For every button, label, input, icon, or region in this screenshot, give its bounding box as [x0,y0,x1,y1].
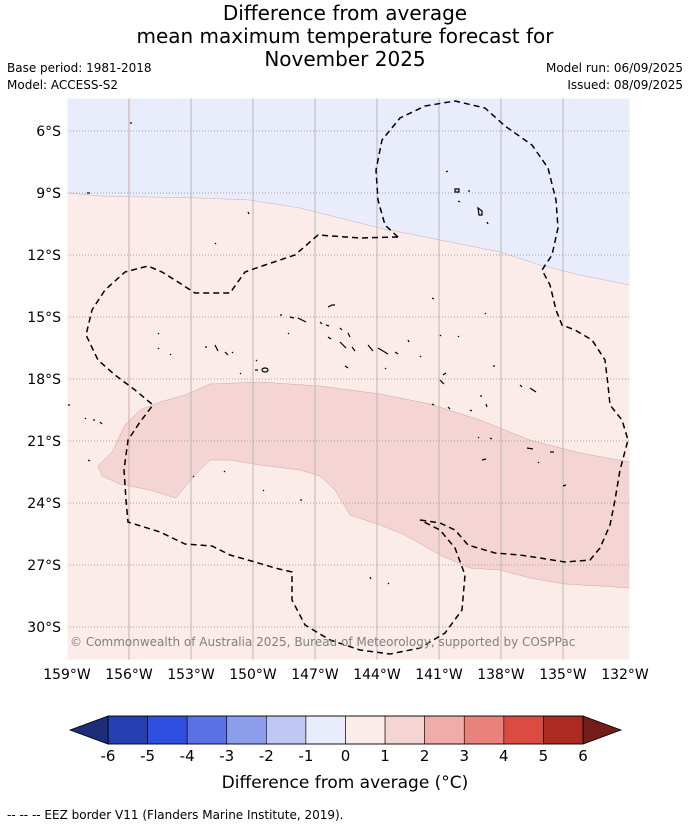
lat-label: 24°S [27,496,61,512]
meta-right: Model run: 06/09/2025 Issued: 08/09/2025 [546,60,683,94]
lat-label: 18°S [27,372,61,388]
lon-label: 141°W [415,667,463,683]
issued-text: Issued: 08/09/2025 [567,78,683,92]
anomaly-zone-1-to-2 [97,381,630,589]
colorbar-tick-label: 6 [578,747,588,765]
anomaly-zone-neg1-to-0 [67,98,630,286]
colorbar-cell [147,715,188,745]
lon-label: 150°W [229,667,277,683]
colorbar-tick-label: -6 [101,747,116,765]
colorbar-tick-label: -3 [219,747,234,765]
colorbar-label: Difference from average (°C) [221,773,469,793]
colorbar-cell [226,715,267,745]
colorbar-cell [266,715,307,745]
title-line-3: November 2025 [264,47,426,71]
latitude-labels: 6°S 9°S 12°S 15°S 18°S 21°S 24°S 27°S 30… [27,124,61,636]
lat-label: 6°S [36,124,61,140]
copyright-text: © Commonwealth of Australia 2025, Bureau… [70,635,575,649]
colorbar-tick-label: -4 [180,747,195,765]
colorbar-tick-label: 0 [341,747,351,765]
colorbar-cell [107,715,148,745]
colorbar-tick-label: -1 [298,747,313,765]
colorbar-tick-label: 4 [499,747,509,765]
model-run-text: Model run: 06/09/2025 [545,61,683,75]
longitude-labels: 159°W 156°W 153°W 150°W 147°W 144°W 141°… [43,667,649,683]
colorbar-cell [384,715,425,745]
colorbar-tick-label: 3 [459,747,469,765]
lat-label: 15°S [27,310,61,326]
lat-label: 9°S [36,186,61,202]
lon-label: 144°W [353,667,401,683]
colorbar-cell [463,715,505,745]
colorbar: -6 -5 -4 -3 -2 -1 0 1 2 3 4 5 6 [68,715,623,765]
lon-label: 156°W [105,667,153,683]
lat-label: 30°S [27,620,61,636]
lon-label: 153°W [167,667,215,683]
title-line-1: Difference from average [222,1,468,25]
colorbar-tick-label: 2 [420,747,430,765]
colorbar-cell [186,715,228,745]
lon-label: 159°W [43,667,91,683]
colorbar-cell [345,715,386,745]
colorbar-cell [424,715,465,745]
colorbar-over-arrow [582,715,623,745]
colorbar-tick-label: -5 [140,747,155,765]
chart-title: Difference from average mean maximum tem… [0,2,690,71]
map-area [67,98,630,660]
lat-label: 12°S [27,248,61,264]
base-period-text: Base period: 1981-2018 [7,61,152,75]
model-text: Model: ACCESS-S2 [7,78,119,92]
lon-label: 132°W [601,667,649,683]
colorbar-cell [305,715,346,745]
colorbar-under-arrow [68,715,109,745]
colorbar-tick-label: 5 [539,747,549,765]
title-line-2: mean maximum temperature forecast for [136,24,554,48]
colorbar-tick-label: -2 [259,747,274,765]
colorbar-cell [543,715,584,745]
lon-label: 147°W [291,667,339,683]
lon-label: 138°W [477,667,525,683]
lat-label: 27°S [27,558,61,574]
colorbar-cell [503,715,544,745]
colorbar-tick-label: 1 [380,747,390,765]
gridlines [67,98,630,660]
eez-footnote: -- -- -- EEZ border V11 (Flanders Marine… [7,808,344,822]
meta-left: Base period: 1981-2018 Model: ACCESS-S2 [7,60,152,94]
eez-borders [85,100,629,655]
islands [68,122,567,585]
lon-label: 135°W [539,667,587,683]
lat-label: 21°S [27,434,61,450]
